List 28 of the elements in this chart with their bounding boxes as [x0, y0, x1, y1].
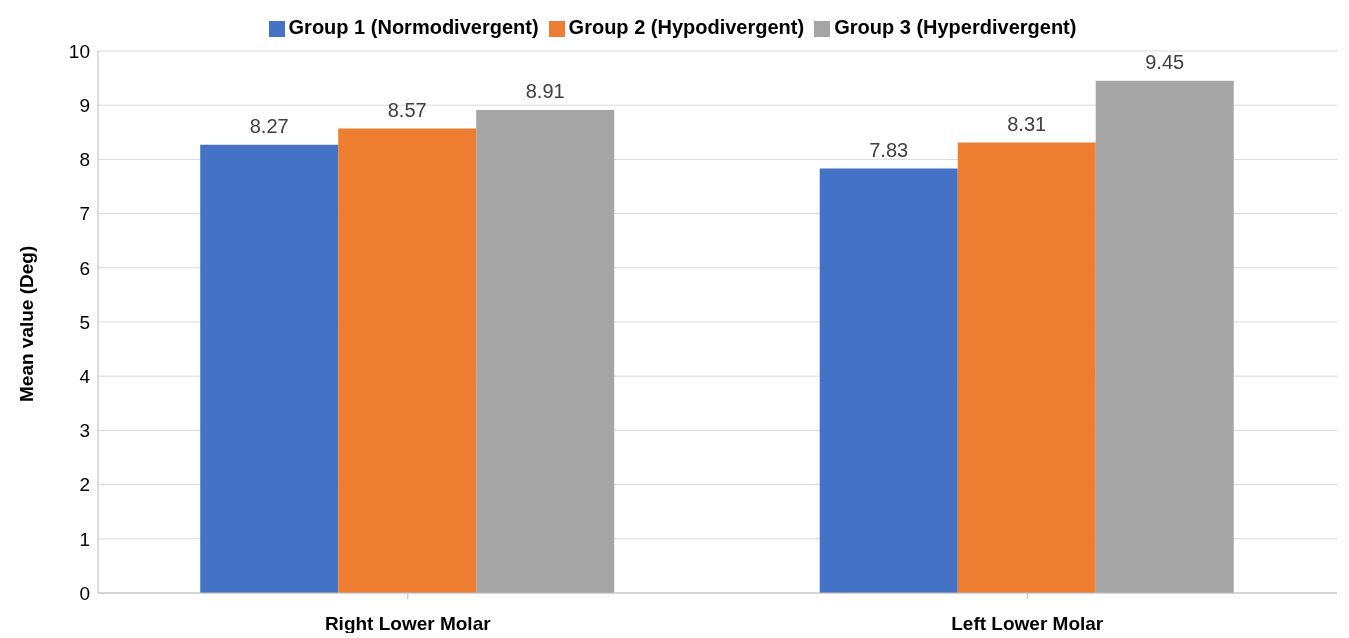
bar [338, 128, 477, 593]
legend-label: Group 2 (Hypodivergent) [568, 16, 805, 38]
legend-label: Group 1 (Normodivergent) [288, 16, 539, 38]
data-label: 8.91 [525, 80, 565, 103]
bar [957, 142, 1096, 593]
bar [476, 110, 615, 593]
y-tick-label: 9 [79, 94, 90, 116]
data-label: 7.83 [869, 138, 909, 161]
y-tick-label: 10 [68, 40, 90, 62]
data-label: 8.57 [387, 98, 427, 121]
y-tick-label: 6 [79, 257, 90, 279]
bar [819, 168, 958, 593]
data-label: 8.27 [249, 114, 289, 137]
bar [200, 144, 339, 593]
data-label: 9.45 [1145, 50, 1185, 73]
bar [1095, 80, 1234, 593]
y-tick-label: 5 [79, 311, 90, 333]
y-tick-label: 2 [79, 474, 90, 496]
y-tick-label: 1 [79, 528, 90, 550]
data-label: 8.31 [1007, 112, 1047, 135]
legend-label: Group 3 (Hyperdivergent) [834, 16, 1077, 38]
y-tick-label: 3 [79, 420, 90, 442]
y-tick-label: 4 [79, 365, 91, 387]
y-axis-title: Mean value (Deg) [15, 245, 37, 402]
y-tick-label: 0 [79, 582, 90, 604]
y-tick-label: 7 [79, 203, 90, 225]
y-tick-label: 8 [79, 149, 90, 171]
x-tick-label: Left Lower Molar [951, 613, 1104, 635]
